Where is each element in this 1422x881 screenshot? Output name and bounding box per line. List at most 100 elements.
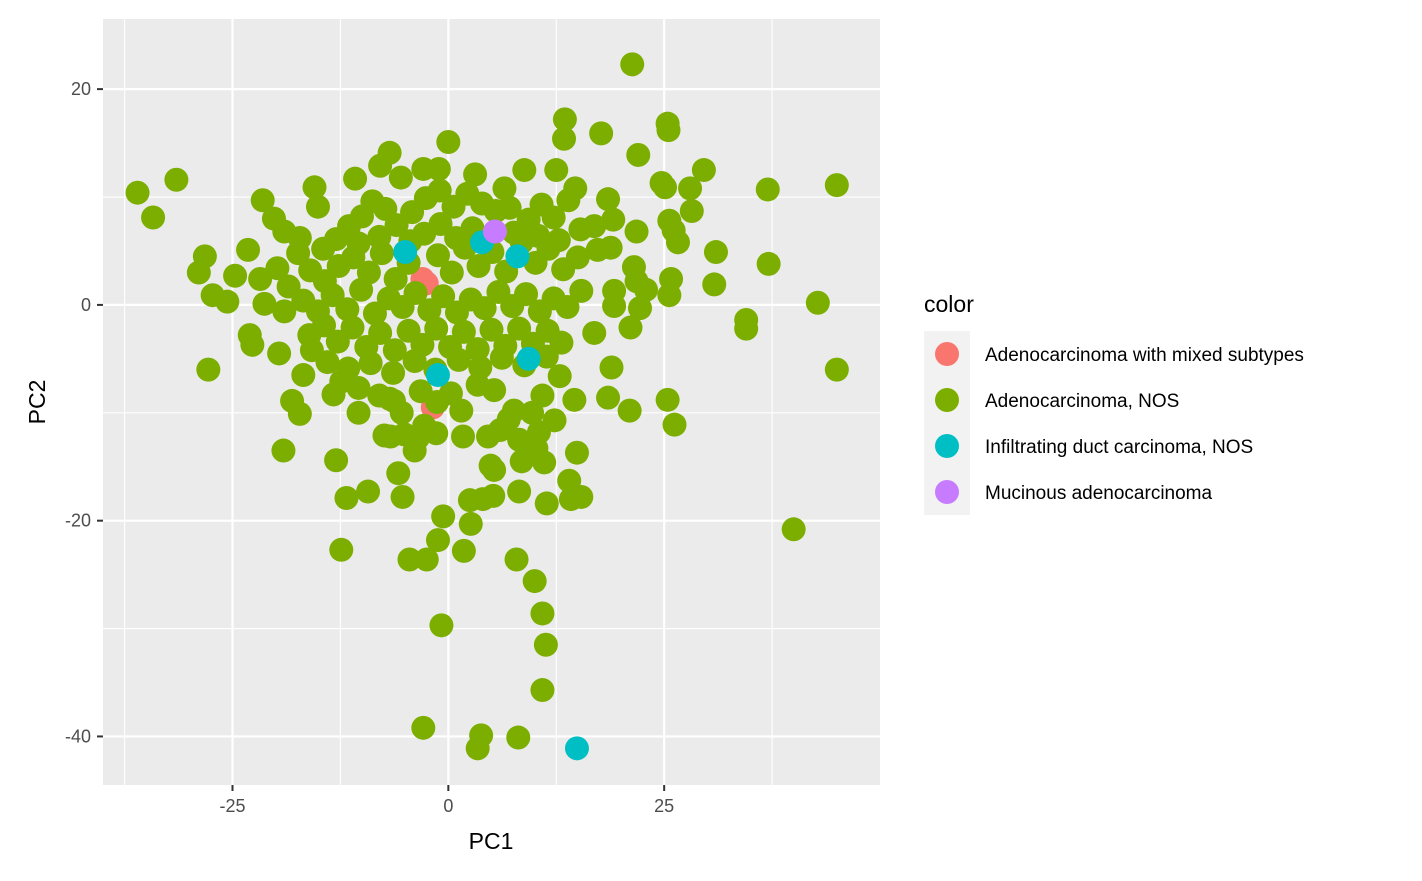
data-point bbox=[562, 387, 587, 412]
data-point bbox=[248, 267, 273, 292]
data-point bbox=[382, 338, 407, 363]
data-point bbox=[436, 129, 461, 154]
legend: color Adenocarcinoma with mixed subtypes… bbox=[924, 291, 1304, 515]
data-point bbox=[196, 357, 221, 382]
data-point bbox=[552, 126, 577, 151]
data-point bbox=[388, 165, 413, 190]
data-point bbox=[512, 158, 537, 183]
y-tick-label: 0 bbox=[81, 295, 91, 315]
data-point bbox=[497, 195, 522, 220]
x-axis-title: PC1 bbox=[469, 828, 514, 854]
legend-label: Mucinous adenocarcinoma bbox=[985, 483, 1213, 504]
data-point bbox=[431, 504, 456, 529]
data-point bbox=[390, 484, 415, 509]
data-point bbox=[542, 408, 567, 433]
data-point bbox=[627, 296, 652, 321]
data-point bbox=[624, 219, 649, 244]
data-point bbox=[335, 297, 360, 322]
data-point bbox=[346, 375, 371, 400]
data-point bbox=[626, 142, 651, 167]
data-point bbox=[602, 293, 627, 318]
data-point bbox=[468, 355, 493, 380]
data-point bbox=[397, 547, 422, 572]
data-point bbox=[653, 175, 678, 200]
data-point bbox=[506, 725, 531, 750]
legend-label: Adenocarcinoma, NOS bbox=[985, 391, 1179, 412]
data-point bbox=[678, 176, 703, 201]
data-point bbox=[272, 299, 297, 324]
data-point bbox=[526, 223, 551, 248]
data-point bbox=[582, 320, 607, 345]
data-point bbox=[271, 438, 296, 463]
data-point bbox=[501, 220, 526, 245]
data-point bbox=[428, 211, 453, 236]
legend-key-swatch bbox=[935, 480, 959, 504]
data-point bbox=[755, 177, 780, 202]
y-axis-title: PC2 bbox=[24, 380, 50, 425]
data-point bbox=[302, 175, 327, 200]
data-point bbox=[465, 736, 490, 761]
data-point bbox=[596, 187, 621, 212]
data-point bbox=[340, 315, 365, 340]
data-point bbox=[481, 483, 506, 508]
data-point bbox=[346, 400, 371, 425]
data-point bbox=[488, 418, 513, 443]
data-point bbox=[312, 313, 337, 338]
data-point bbox=[482, 219, 507, 244]
data-point bbox=[346, 231, 371, 256]
data-point bbox=[589, 121, 614, 146]
data-point bbox=[431, 284, 456, 309]
data-point bbox=[451, 319, 476, 344]
data-point bbox=[164, 167, 189, 192]
data-point bbox=[541, 205, 566, 230]
data-point bbox=[596, 385, 621, 410]
legend-label: Infiltrating duct carcinoma, NOS bbox=[985, 437, 1253, 458]
data-point bbox=[393, 240, 418, 265]
y-axis: -40 -20 0 20 bbox=[65, 79, 103, 746]
data-point bbox=[465, 337, 490, 362]
data-point bbox=[438, 381, 463, 406]
data-point bbox=[291, 363, 316, 388]
data-point bbox=[236, 237, 261, 262]
data-point bbox=[186, 260, 211, 285]
data-point bbox=[552, 107, 577, 132]
data-point bbox=[569, 278, 594, 303]
data-point bbox=[451, 424, 476, 449]
data-point bbox=[482, 457, 507, 482]
legend-key-swatch bbox=[935, 388, 959, 412]
data-point bbox=[620, 52, 645, 77]
data-point bbox=[634, 277, 659, 302]
legend-title: color bbox=[924, 291, 974, 317]
data-point bbox=[824, 357, 849, 382]
data-point bbox=[617, 398, 642, 423]
data-point bbox=[472, 296, 497, 321]
data-point bbox=[556, 188, 581, 213]
data-point bbox=[533, 632, 558, 657]
x-tick-label: 0 bbox=[443, 796, 453, 816]
legend-key-swatch bbox=[935, 342, 959, 366]
data-point bbox=[530, 601, 555, 626]
data-point bbox=[546, 228, 571, 253]
data-point bbox=[367, 224, 392, 249]
data-point bbox=[482, 378, 507, 403]
data-point bbox=[223, 263, 248, 288]
data-point bbox=[215, 289, 240, 314]
data-point bbox=[564, 440, 589, 465]
data-point bbox=[504, 547, 529, 572]
data-point bbox=[505, 244, 530, 269]
data-point bbox=[530, 678, 555, 703]
plot-panel bbox=[103, 19, 880, 785]
data-point bbox=[381, 360, 406, 385]
data-point bbox=[315, 350, 340, 375]
data-point bbox=[427, 178, 452, 203]
data-point bbox=[343, 166, 368, 191]
data-point bbox=[389, 400, 414, 425]
data-point bbox=[329, 537, 354, 562]
data-point bbox=[141, 205, 166, 230]
points-layer bbox=[125, 52, 849, 761]
data-point bbox=[424, 316, 449, 341]
data-point bbox=[564, 736, 589, 761]
data-point bbox=[321, 382, 346, 407]
data-point bbox=[662, 412, 687, 437]
